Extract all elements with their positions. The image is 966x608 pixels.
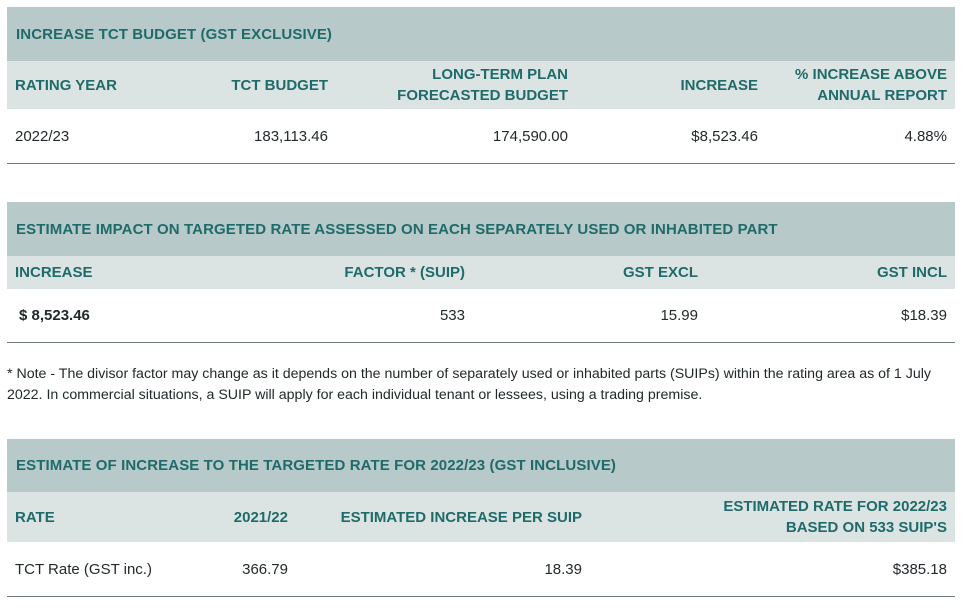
header-rate: RATE: [15, 508, 55, 526]
header-est-rate: ESTIMATED RATE FOR 2022/23 BASED ON 533 …: [723, 498, 947, 536]
table-title: INCREASE TCT BUDGET (GST EXCLUSIVE): [7, 7, 955, 61]
header-gst-excl: GST EXCL: [622, 264, 698, 281]
table-title-text: ESTIMATE OF INCREASE TO THE TARGETED RAT…: [16, 457, 617, 474]
table-title-text: INCREASE TCT BUDGET (GST EXCLUSIVE): [16, 25, 333, 43]
table-row: 2022/23 183,113.46 174,590.00 $8,523.46 …: [7, 109, 955, 164]
cell-increase: $8,523.46: [691, 127, 758, 145]
cell-factor: 533: [439, 307, 465, 324]
cell-gst-excl: 15.99: [660, 307, 698, 324]
table-header-row: RATE 2021/22 ESTIMATED INCREASE PER SUIP…: [7, 492, 955, 542]
cell-est-increase: 18.39: [544, 560, 582, 578]
cell-gst-incl: $18.39: [901, 307, 947, 324]
header-rating-year: RATING YEAR: [15, 76, 117, 94]
budget-increase-table: INCREASE TCT BUDGET (GST EXCLUSIVE) RATI…: [7, 7, 955, 164]
cell-rating-year: 2022/23: [15, 127, 70, 145]
impact-estimate-table: ESTIMATE IMPACT ON TARGETED RATE ASSESSE…: [7, 202, 955, 343]
table-row: TCT Rate (GST inc.) 366.79 18.39 $385.18: [7, 542, 955, 597]
cell-est-rate: $385.18: [892, 560, 947, 578]
cell-tct-budget: 183,113.46: [254, 127, 328, 145]
header-factor: FACTOR * (SUIP): [344, 264, 465, 281]
header-increase: INCREASE: [15, 264, 93, 281]
cell-pct-increase: 4.88%: [904, 127, 947, 145]
cell-year: 366.79: [242, 560, 288, 578]
header-long-term-plan: LONG-TERM PLAN FORECASTED BUDGET: [397, 66, 568, 104]
cell-increase: $ 8,523.46: [19, 307, 90, 324]
table-header-row: RATING YEAR TCT BUDGET LONG-TERM PLAN FO…: [7, 61, 955, 109]
table-title: ESTIMATE OF INCREASE TO THE TARGETED RAT…: [7, 439, 955, 492]
header-pct-increase: % INCREASE ABOVE ANNUAL REPORT: [795, 66, 947, 104]
rate-increase-table: ESTIMATE OF INCREASE TO THE TARGETED RAT…: [7, 439, 955, 597]
table-title: ESTIMATE IMPACT ON TARGETED RATE ASSESSE…: [7, 202, 955, 256]
cell-long-term-plan: 174,590.00: [492, 127, 568, 145]
header-tct-budget: TCT BUDGET: [231, 76, 328, 94]
divisor-footnote: * Note - The divisor factor may change a…: [7, 366, 931, 403]
header-gst-incl: GST INCL: [877, 264, 947, 281]
table-header-row: INCREASE FACTOR * (SUIP) GST EXCL GST IN…: [7, 256, 955, 289]
table-row: $ 8,523.46 533 15.99 $18.39: [7, 289, 955, 343]
header-est-increase: ESTIMATED INCREASE PER SUIP: [340, 508, 582, 526]
table-title-text: ESTIMATE IMPACT ON TARGETED RATE ASSESSE…: [16, 220, 778, 238]
header-year: 2021/22: [233, 508, 288, 526]
header-increase: INCREASE: [680, 76, 758, 94]
cell-rate: TCT Rate (GST inc.): [15, 560, 152, 578]
